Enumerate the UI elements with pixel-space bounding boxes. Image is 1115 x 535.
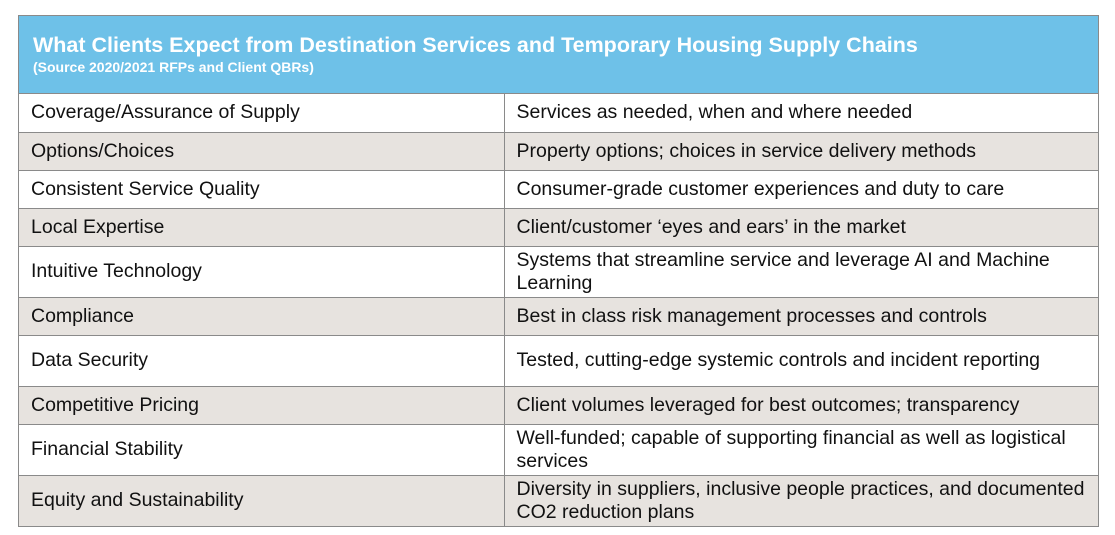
expectation-cell: Data Security <box>19 334 505 387</box>
table-row: Options/Choices Property options; choice… <box>19 131 1098 171</box>
table-subtitle: (Source 2020/2021 RFPs and Client QBRs) <box>33 59 314 75</box>
table-row: Local Expertise Client/customer ‘eyes an… <box>19 207 1098 247</box>
table-row: Intuitive Technology Systems that stream… <box>19 245 1098 298</box>
description-cell: Well-funded; capable of supporting finan… <box>503 423 1098 476</box>
table-row: Data Security Tested, cutting-edge syste… <box>19 334 1098 387</box>
description-cell: Diversity in suppliers, inclusive people… <box>503 474 1098 526</box>
expectation-cell: Competitive Pricing <box>19 385 505 425</box>
expectation-cell: Compliance <box>19 296 505 336</box>
table-title: What Clients Expect from Destination Ser… <box>33 33 918 57</box>
description-cell: Best in class risk management processes … <box>503 296 1098 336</box>
table-row: Consistent Service Quality Consumer-grad… <box>19 169 1098 209</box>
expectation-cell: Equity and Sustainability <box>19 474 505 526</box>
description-cell: Property options; choices in service del… <box>503 131 1098 171</box>
description-cell: Tested, cutting-edge systemic controls a… <box>503 334 1098 387</box>
description-cell: Consumer-grade customer experiences and … <box>503 169 1098 209</box>
description-cell: Client volumes leveraged for best outcom… <box>503 385 1098 425</box>
description-cell: Systems that streamline service and leve… <box>503 245 1098 298</box>
table-row: Competitive Pricing Client volumes lever… <box>19 385 1098 425</box>
table-header: What Clients Expect from Destination Ser… <box>19 16 1098 94</box>
client-expectations-table: What Clients Expect from Destination Ser… <box>18 15 1099 527</box>
expectation-cell: Options/Choices <box>19 131 505 171</box>
expectation-cell: Consistent Service Quality <box>19 169 505 209</box>
expectation-cell: Financial Stability <box>19 423 505 476</box>
table-row: Equity and Sustainability Diversity in s… <box>19 474 1098 526</box>
expectation-cell: Local Expertise <box>19 207 505 247</box>
expectation-cell: Intuitive Technology <box>19 245 505 298</box>
description-cell: Services as needed, when and where neede… <box>503 94 1098 133</box>
expectation-cell: Coverage/Assurance of Supply <box>19 94 505 133</box>
expectations-grid: Coverage/Assurance of Supply Services as… <box>19 94 1098 526</box>
table-row: Coverage/Assurance of Supply Services as… <box>19 94 1098 133</box>
table-row: Compliance Best in class risk management… <box>19 296 1098 336</box>
description-cell: Client/customer ‘eyes and ears’ in the m… <box>503 207 1098 247</box>
table-row: Financial Stability Well-funded; capable… <box>19 423 1098 476</box>
